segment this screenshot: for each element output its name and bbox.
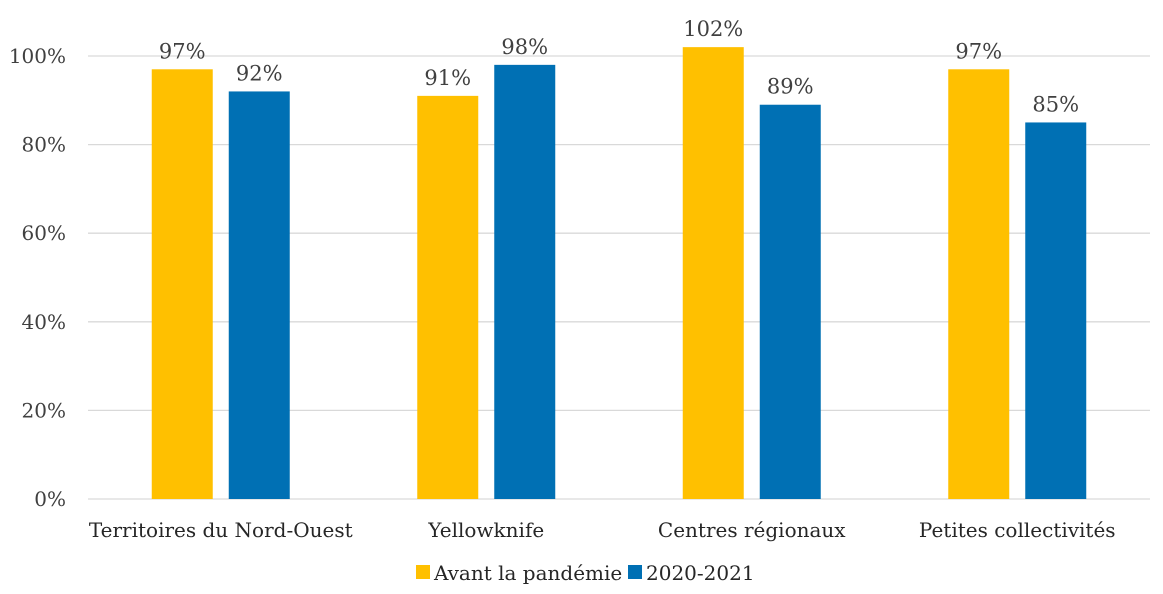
y-axis-ticks: 0% 20% 40% 60% 80% 100% bbox=[9, 44, 66, 511]
data-label: 102% bbox=[683, 17, 743, 41]
data-labels: 97% 92% 91% 98% 102% 89% 97% 85% bbox=[159, 17, 1079, 116]
bar-2020-2021 bbox=[759, 104, 821, 499]
bars bbox=[151, 47, 1087, 500]
x-category-label: Centres régionaux bbox=[658, 518, 846, 542]
legend-label: Avant la pandémie bbox=[433, 561, 622, 585]
legend-swatch-2020-2021 bbox=[628, 565, 642, 579]
data-label: 98% bbox=[501, 35, 548, 59]
bar-avant-la-pandemie bbox=[682, 47, 744, 499]
legend: Avant la pandémie 2020-2021 bbox=[416, 561, 755, 585]
data-label: 97% bbox=[159, 39, 206, 63]
x-axis-categories: Territoires du Nord-Ouest Yellowknife Cent… bbox=[89, 518, 1116, 542]
bar-avant-la-pandemie bbox=[151, 69, 213, 499]
data-label: 89% bbox=[767, 75, 814, 99]
bar-2020-2021 bbox=[228, 91, 290, 499]
data-label: 92% bbox=[236, 61, 283, 85]
y-tick-label: 0% bbox=[34, 487, 66, 511]
bar-2020-2021 bbox=[1025, 122, 1087, 499]
data-label: 97% bbox=[955, 39, 1002, 63]
data-label: 91% bbox=[424, 66, 471, 90]
y-tick-label: 60% bbox=[22, 221, 66, 245]
y-tick-label: 80% bbox=[22, 133, 66, 157]
x-category-label: Yellowknife bbox=[427, 518, 544, 542]
bar-2020-2021 bbox=[494, 64, 556, 500]
y-tick-label: 20% bbox=[22, 398, 66, 422]
data-label: 85% bbox=[1032, 92, 1079, 116]
x-category-label: Petites collectivités bbox=[919, 518, 1116, 542]
legend-label: 2020-2021 bbox=[646, 561, 755, 585]
y-tick-label: 40% bbox=[22, 310, 66, 334]
x-category-label: Territoires du Nord-Ouest bbox=[89, 518, 353, 542]
y-tick-label: 100% bbox=[9, 44, 66, 68]
bar-avant-la-pandemie bbox=[948, 69, 1010, 499]
bar-avant-la-pandemie bbox=[417, 95, 479, 500]
legend-swatch-avant-la-pandemie bbox=[416, 565, 430, 579]
